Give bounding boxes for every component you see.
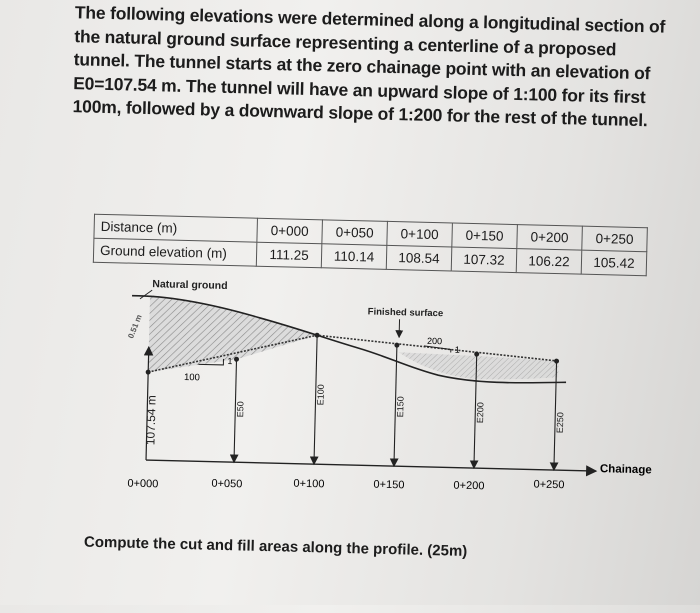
tunnel-profile-diagram: 100 1 200 1 Natural ground Finished surf…: [0, 261, 700, 508]
e0-label: 107.54 m: [143, 395, 158, 445]
fill-area-shade: [398, 352, 559, 381]
elevation-cell: 106.22: [516, 249, 582, 275]
question-text: Compute the cut and fill areas along the…: [84, 534, 468, 560]
elevation-cell: 110.14: [321, 244, 387, 270]
cut-area-hatch: [148, 295, 318, 376]
distance-cell: 0+150: [452, 223, 518, 249]
e150-label: E150: [395, 396, 406, 417]
slope2-run-label: 200: [427, 336, 442, 346]
distance-cell: 0+050: [322, 220, 388, 246]
distance-cell: 0+200: [517, 225, 583, 251]
slope1-rise-label: 1: [227, 356, 232, 366]
slope1-run-label: 100: [184, 372, 200, 383]
chainage-axis-label: Chainage: [600, 463, 652, 476]
slope2-triangle: [424, 346, 451, 353]
chainage-tick-200: 0+200: [453, 480, 484, 493]
start-stamp: 0.51 m: [126, 313, 143, 339]
point-150: [394, 343, 399, 348]
chainage-tick-0: 0+000: [127, 478, 158, 491]
chainage-tick-250: 0+250: [533, 479, 564, 492]
chainage-tick-150: 0+150: [373, 479, 404, 492]
e100-label: E100: [315, 384, 326, 405]
elevation-cell: 111.25: [256, 242, 322, 268]
e250-label: E250: [555, 412, 566, 433]
elevation-cell: 105.42: [581, 250, 647, 276]
distance-cell: 0+250: [582, 226, 648, 252]
point-200: [474, 352, 479, 357]
e50-label: E50: [235, 401, 245, 417]
chainage-tick-100: 0+100: [293, 478, 324, 491]
point-100: [315, 333, 320, 338]
distance-cell: 0+000: [257, 218, 323, 244]
problem-statement: The following elevations were determined…: [72, 1, 675, 133]
elevation-cell: 107.32: [451, 247, 517, 273]
finished-surface-label: Finished surface: [368, 306, 444, 319]
elevation-cell: 108.54: [386, 245, 452, 271]
slope2-rise-label: 1: [455, 345, 460, 355]
chainage-tick-50: 0+050: [211, 478, 242, 491]
distance-cell: 0+100: [387, 221, 453, 247]
natural-ground-label: Natural ground: [152, 278, 228, 292]
chainage-axis: [146, 460, 596, 471]
elevation-row-header: Ground elevation (m): [93, 238, 257, 266]
e200-label: E200: [475, 402, 486, 423]
